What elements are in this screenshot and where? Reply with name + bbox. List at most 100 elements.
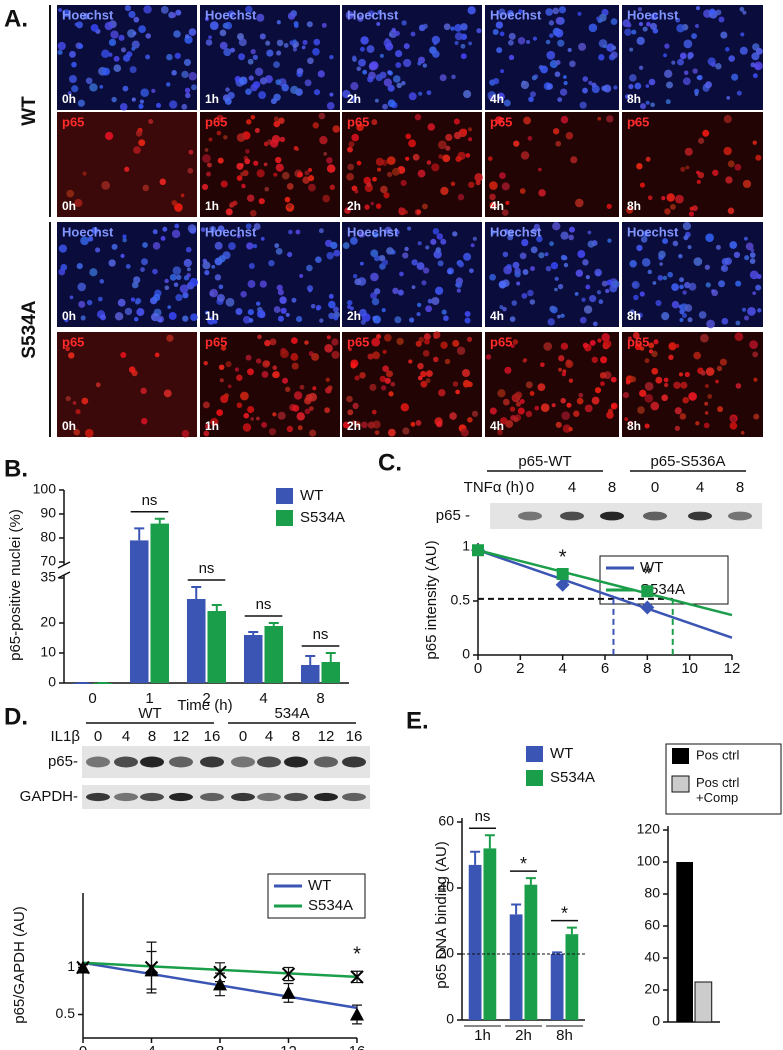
time-label: 1h [205,199,219,213]
nucleus [395,230,400,235]
nucleus [718,280,726,288]
nucleus [148,118,154,124]
blot-band [231,792,255,802]
nucleus [691,205,698,212]
nucleus [675,17,681,23]
stain-label: p65 [347,114,369,129]
error-bar [154,517,165,524]
blot-band [114,792,138,802]
nucleus [354,278,362,286]
nucleus [360,36,369,45]
nucleus [205,171,212,177]
nucleus [747,306,756,316]
nucleus [216,130,222,136]
nucleus [352,55,357,60]
legend-swatch [276,510,293,526]
bar [509,914,523,1020]
nucleus [331,350,340,359]
nucleus [140,267,145,272]
nucleus [312,386,317,391]
nucleus [275,156,282,164]
nucleus [519,252,527,260]
nucleus [58,8,63,12]
nucleus [636,36,645,45]
nucleus [372,420,381,429]
nucleus [578,392,584,398]
nucleus [160,6,169,14]
nucleus [508,32,516,40]
nucleus [387,171,393,178]
legend-label: WT [300,487,323,504]
nucleus [275,248,283,255]
nucleus [130,297,136,302]
marker [281,985,296,999]
nucleus [757,308,762,313]
nucleus [64,318,69,323]
nucleus [592,321,598,327]
nucleus [333,306,339,313]
nucleus [209,288,218,298]
nucleus [576,397,584,405]
nucleus [390,381,396,387]
nucleus [664,208,671,215]
nucleus [333,315,339,321]
nucleus [240,171,245,177]
nucleus [432,50,440,58]
time-label: 2h [347,309,361,323]
nucleus [697,74,703,81]
nucleus [223,135,228,140]
nucleus [474,173,483,182]
nucleus [276,39,284,47]
stain-label: Hoechst [62,224,114,239]
y-tick-label: 40 [644,949,660,965]
nucleus [326,164,336,173]
blot-treatment: IL1β [51,728,81,745]
nucleus [696,170,700,175]
nucleus [332,125,340,133]
time-label: 8h [627,92,641,106]
nucleus [87,236,94,242]
nucleus [347,305,351,309]
nucleus [560,115,569,124]
nucleus [261,422,268,428]
nucleus [270,139,279,148]
nucleus [205,39,213,46]
nucleus [692,68,698,74]
nucleus [487,156,493,161]
y-axis-title: p65-positive nuclei (%) [7,509,24,661]
nucleus [470,243,475,248]
nucleus [317,70,325,78]
significance-label: ns [256,596,272,613]
nucleus [476,28,482,34]
blot-band [600,511,624,521]
nucleus [719,358,727,366]
nucleus [328,300,336,309]
marker [555,577,570,592]
nucleus [277,315,284,322]
nucleus [734,332,744,342]
nucleus [152,268,158,275]
nucleus [122,234,127,239]
nucleus [74,198,83,208]
nucleus [245,223,252,230]
nucleus [362,69,368,75]
panel-label: B. [4,455,28,482]
micrograph: Hoechst 8h [622,221,763,329]
y-tick-label: 100 [33,481,57,497]
image-background [485,112,619,217]
nucleus [678,372,684,377]
nucleus [347,300,353,306]
stain-label: Hoechst [347,224,399,239]
nucleus [755,47,763,55]
nucleus [683,235,689,241]
nucleus [728,55,735,62]
nucleus [86,299,93,306]
group-label: S534A [19,300,40,358]
nucleus [443,23,451,31]
nucleus [600,381,605,387]
nucleus [162,226,168,232]
nucleus [715,379,719,384]
time-label: 8h [627,199,641,213]
blot-band [314,756,338,768]
